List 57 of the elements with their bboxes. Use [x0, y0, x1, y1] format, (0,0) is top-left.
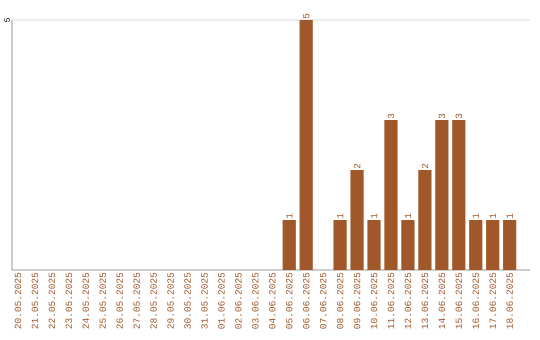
x-tick-label: 22.05.2025: [48, 272, 56, 329]
data-label: 1: [472, 214, 479, 218]
data-label: 3: [388, 114, 394, 118]
x-tick-label: 05.06.2025: [286, 272, 292, 329]
data-label: 5: [303, 14, 310, 18]
data-label: 1: [336, 214, 344, 218]
x-tick-label: 23.05.2025: [66, 272, 72, 329]
bar: [486, 220, 500, 270]
x-tick-label: 10.06.2025: [370, 272, 378, 329]
data-label: 3: [438, 114, 446, 118]
x-tick-label: 12.06.2025: [404, 272, 412, 329]
x-tick-label: 01.06.2025: [218, 272, 225, 329]
bar: [282, 220, 296, 270]
data-label: 1: [490, 214, 496, 218]
data-label: 3: [456, 114, 462, 118]
data-label: 1: [286, 214, 292, 218]
x-tick-label: 16.06.2025: [472, 272, 479, 329]
x-tick-label: 31.05.2025: [201, 272, 208, 329]
data-label: 2: [354, 164, 360, 168]
bar: [367, 220, 381, 270]
x-tick-label: 13.06.2025: [422, 272, 428, 329]
x-tick-label: 18.06.2025: [506, 272, 513, 329]
x-tick-label: 04.06.2025: [269, 272, 276, 329]
bar: [401, 220, 415, 270]
data-label: 1: [370, 214, 378, 218]
bar: [300, 20, 313, 270]
x-tick-label: 25.05.2025: [99, 272, 106, 329]
x-tick-label: 06.06.2025: [302, 272, 310, 329]
x-tick-label: 20.05.2025: [14, 272, 22, 329]
x-tick-label: 03.06.2025: [252, 272, 259, 329]
bar: [384, 120, 398, 270]
bar: [452, 120, 466, 270]
bar: [435, 120, 448, 270]
x-tick-label: 14.06.2025: [438, 272, 446, 329]
data-label: 2: [422, 164, 428, 168]
x-tick-label: 30.05.2025: [184, 272, 191, 329]
bar: [350, 170, 364, 270]
x-tick-label: 07.06.2025: [320, 272, 326, 329]
bar: [503, 220, 516, 270]
bar: [333, 220, 347, 270]
x-tick-label: 24.05.2025: [82, 272, 89, 329]
x-tick-label: 09.06.2025: [354, 272, 360, 329]
x-tick-label: 08.06.2025: [336, 272, 344, 329]
x-tick-label: 28.05.2025: [150, 272, 157, 329]
data-label: 1: [404, 214, 412, 218]
x-tick-label: 15.06.2025: [456, 272, 462, 329]
x-tick-label: 02.06.2025: [235, 272, 242, 329]
x-tick-label: 26.05.2025: [116, 272, 123, 329]
x-tick-label: 21.05.2025: [32, 272, 38, 329]
text: 5: [4, 18, 10, 22]
data-label: 1: [506, 214, 513, 218]
x-tick-label: 17.06.2025: [489, 272, 496, 329]
x-tick-label: 11.06.2025: [388, 272, 394, 329]
x-tick-label: 29.05.2025: [167, 272, 174, 329]
x-tick-label: 27.05.2025: [133, 272, 140, 329]
bar: [418, 170, 432, 270]
bar: [469, 220, 482, 270]
